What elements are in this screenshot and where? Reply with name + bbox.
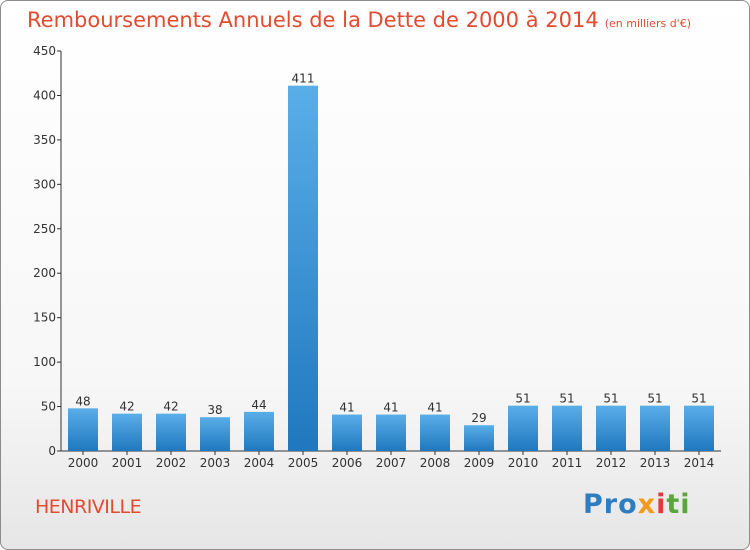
y-tick-label: 250 bbox=[33, 222, 56, 236]
bar bbox=[288, 85, 318, 452]
y-tick-label: 450 bbox=[33, 44, 56, 58]
bar bbox=[68, 408, 98, 451]
x-tick-label: 2008 bbox=[420, 456, 451, 470]
y-tick-label: 0 bbox=[48, 444, 56, 458]
x-tick-label: 2004 bbox=[244, 456, 275, 470]
x-tick-label: 2005 bbox=[288, 456, 319, 470]
x-tick-label: 2000 bbox=[68, 456, 99, 470]
bar bbox=[508, 405, 538, 451]
bar bbox=[464, 425, 494, 451]
y-tick-label: 200 bbox=[33, 266, 56, 280]
bar bbox=[420, 414, 450, 451]
data-label: 51 bbox=[691, 392, 706, 406]
data-label: 42 bbox=[119, 400, 134, 414]
x-tick-label: 2001 bbox=[112, 456, 143, 470]
data-label: 44 bbox=[251, 398, 266, 412]
bar bbox=[596, 405, 626, 451]
town-name: HENRIVILLE bbox=[35, 496, 142, 518]
y-tick-label: 350 bbox=[33, 133, 56, 147]
x-tick-label: 2011 bbox=[552, 456, 583, 470]
y-tick-label: 100 bbox=[33, 355, 56, 369]
x-tick-label: 2003 bbox=[200, 456, 231, 470]
data-label: 29 bbox=[471, 411, 486, 425]
data-label: 48 bbox=[75, 394, 90, 408]
data-label: 51 bbox=[647, 392, 662, 406]
x-tick-label: 2002 bbox=[156, 456, 187, 470]
data-label: 411 bbox=[292, 72, 315, 86]
chart-unit: (en milliers d'€) bbox=[604, 17, 691, 30]
y-tick-label: 400 bbox=[33, 88, 56, 102]
data-label: 51 bbox=[559, 392, 574, 406]
bar bbox=[332, 414, 362, 451]
logo-part: x bbox=[637, 489, 657, 520]
x-tick-label: 2012 bbox=[596, 456, 627, 470]
logo-part: i bbox=[656, 489, 667, 520]
chart-title-text: Remboursements Annuels de la Dette de 20… bbox=[27, 8, 599, 32]
bar bbox=[156, 413, 186, 451]
bar bbox=[200, 417, 230, 451]
data-label: 42 bbox=[163, 400, 178, 414]
y-tick-label: 300 bbox=[33, 177, 56, 191]
chart-title: Remboursements Annuels de la Dette de 20… bbox=[27, 8, 691, 32]
data-label: 41 bbox=[383, 401, 398, 415]
y-tick-label: 150 bbox=[33, 311, 56, 325]
x-tick-label: 2013 bbox=[640, 456, 671, 470]
bar bbox=[376, 414, 406, 451]
x-tick-label: 2014 bbox=[684, 456, 715, 470]
logo-part: Pro bbox=[583, 489, 638, 520]
x-tick-label: 2006 bbox=[332, 456, 363, 470]
bar bbox=[112, 413, 142, 451]
bar bbox=[684, 405, 714, 451]
data-label: 41 bbox=[339, 401, 354, 415]
bar bbox=[244, 411, 274, 451]
x-tick-label: 2007 bbox=[376, 456, 407, 470]
bar bbox=[640, 405, 670, 451]
bar bbox=[552, 405, 582, 451]
x-tick-label: 2009 bbox=[464, 456, 495, 470]
data-label: 51 bbox=[603, 392, 618, 406]
data-label: 51 bbox=[515, 392, 530, 406]
data-label: 38 bbox=[207, 403, 222, 417]
proxiti-logo: Proxiti bbox=[583, 489, 691, 520]
logo-part: ti bbox=[666, 489, 691, 520]
data-label: 41 bbox=[427, 401, 442, 415]
y-tick-label: 50 bbox=[41, 400, 56, 414]
x-tick-label: 2010 bbox=[508, 456, 539, 470]
